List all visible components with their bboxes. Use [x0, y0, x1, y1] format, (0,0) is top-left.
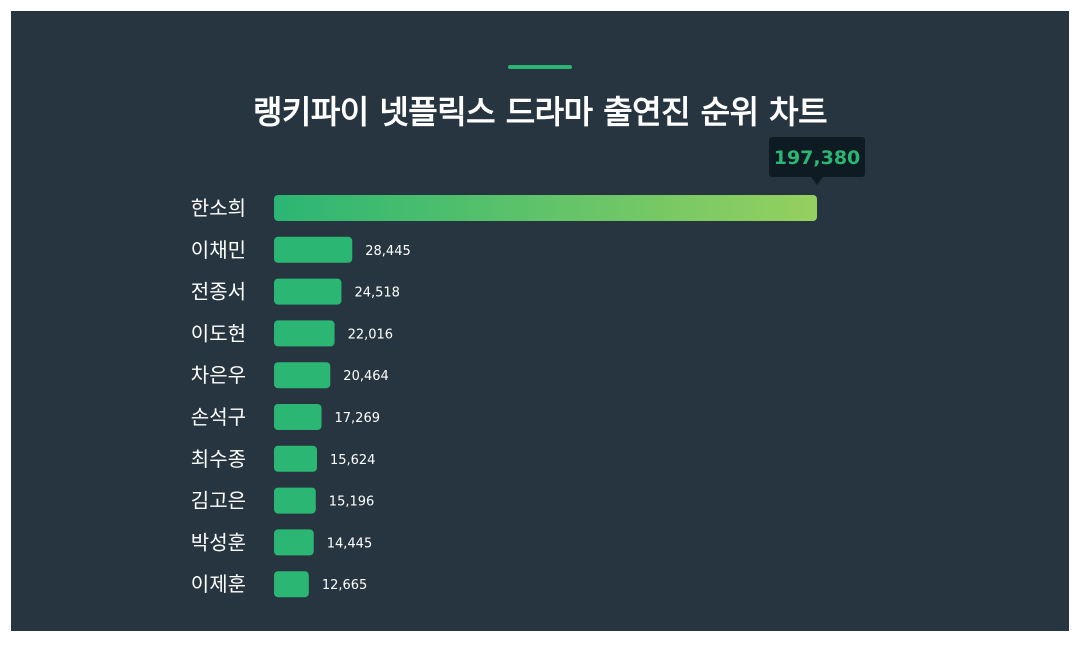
value-label: 20,464 [343, 369, 389, 384]
value-label: 17,269 [335, 411, 381, 426]
value-label: 24,518 [354, 286, 400, 301]
category-label: 전종서 [191, 280, 246, 304]
bar[interactable] [274, 236, 353, 263]
bar[interactable] [274, 487, 316, 514]
category-label: 한소희 [191, 196, 246, 220]
category-label: 차은우 [191, 363, 246, 387]
value-label: 14,445 [327, 536, 373, 551]
bar[interactable] [274, 278, 342, 305]
bar[interactable] [274, 529, 314, 556]
category-label: 이도현 [191, 321, 246, 345]
category-label: 이제훈 [191, 572, 246, 596]
bar[interactable] [274, 404, 322, 430]
value-label: 15,624 [330, 453, 376, 468]
bar[interactable] [274, 195, 817, 221]
category-label: 박성훈 [191, 530, 246, 554]
bar[interactable] [274, 571, 309, 598]
value-label: 28,445 [365, 244, 411, 259]
tooltip-pointer [811, 177, 823, 185]
category-label: 이채민 [191, 238, 246, 262]
value-label: 15,196 [329, 495, 375, 510]
value-label: 197,380 [774, 147, 861, 169]
category-label: 최수종 [191, 447, 246, 471]
value-tooltip [769, 137, 865, 177]
bar-chart: 한소희 197,380 이채민 28,445 전종서 24,518 이도현 22,016 차은우… [191, 137, 865, 598]
chart-title: 랭키파이 넷플릭스 드라마 출연진 순위 차트 [252, 93, 828, 131]
chart-panel: 랭키파이 넷플릭스 드라마 출연진 순위 차트 한소희 197,380 이채민 28,… [11, 11, 1069, 631]
bar[interactable] [274, 320, 335, 347]
bar[interactable] [274, 445, 317, 472]
value-label: 22,016 [348, 327, 394, 342]
bar[interactable] [274, 362, 331, 389]
category-label: 김고은 [191, 489, 246, 513]
category-label: 손석구 [191, 405, 246, 429]
title-accent-line [508, 65, 572, 69]
value-label: 12,665 [322, 578, 368, 593]
